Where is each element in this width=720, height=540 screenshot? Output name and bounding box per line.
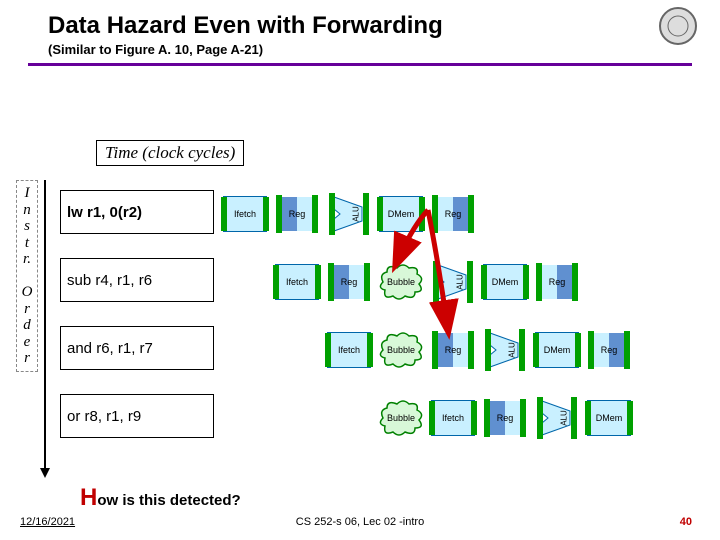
pipeline-row: IfetchRegALUDMemReg	[220, 190, 720, 238]
stage-alu: ALU	[480, 330, 530, 370]
question-big-letter: H	[80, 484, 97, 511]
instruction-box: sub r4, r1, r6	[60, 258, 214, 302]
footer-course: CS 252-s 06, Lec 02 -intro	[296, 516, 424, 528]
instruction-box: and r6, r1, r7	[60, 326, 214, 370]
stage-reg-l: Reg	[428, 330, 478, 370]
instruction-box: lw r1, 0(r2)	[60, 190, 214, 234]
instr-order-label: Instr. Order	[16, 180, 38, 372]
page-title: Data Hazard Even with Forwarding	[48, 12, 720, 40]
pipeline-row: BubbleIfetchRegALUDMem	[220, 394, 720, 442]
stage-reg-r: Reg	[532, 262, 582, 302]
stage-reg-r: Reg	[584, 330, 634, 370]
stage-reg-l: Reg	[272, 194, 322, 234]
question-rest: ow is this detected?	[97, 492, 240, 509]
footer-page: 40	[680, 516, 692, 528]
stage-ifetch: Ifetch	[324, 330, 374, 370]
footer-date: 12/16/2021	[20, 516, 75, 528]
instruction-box: or r8, r1, r9	[60, 394, 214, 438]
question-text: How is this detected?	[80, 484, 241, 512]
stage-dmem: DMem	[480, 262, 530, 302]
instr-order-arrow	[44, 180, 46, 470]
stage-ifetch: Ifetch	[272, 262, 322, 302]
stage-alu: ALU	[532, 398, 582, 438]
stage-dmem: DMem	[376, 194, 426, 234]
stage-dmem: DMem	[584, 398, 634, 438]
page-subtitle: (Similar to Figure A. 10, Page A-21)	[48, 42, 720, 57]
stage-bubble: Bubble	[376, 262, 426, 302]
stage-ifetch: Ifetch	[428, 398, 478, 438]
stage-alu: ALU	[428, 262, 478, 302]
pipeline-row: IfetchRegBubbleALUDMemReg	[220, 258, 720, 306]
stage-bubble: Bubble	[376, 330, 426, 370]
stage-bubble: Bubble	[376, 398, 426, 438]
title-rule	[28, 63, 692, 66]
stage-ifetch: Ifetch	[220, 194, 270, 234]
pipeline-row: IfetchBubbleRegALUDMemReg	[220, 326, 720, 374]
stage-reg-r: Reg	[428, 194, 478, 234]
stage-dmem: DMem	[532, 330, 582, 370]
stage-alu: ALU	[324, 194, 374, 234]
stage-reg-l: Reg	[324, 262, 374, 302]
university-seal-icon	[658, 6, 698, 46]
time-axis-label: Time (clock cycles)	[96, 140, 244, 166]
stage-reg-l: Reg	[480, 398, 530, 438]
